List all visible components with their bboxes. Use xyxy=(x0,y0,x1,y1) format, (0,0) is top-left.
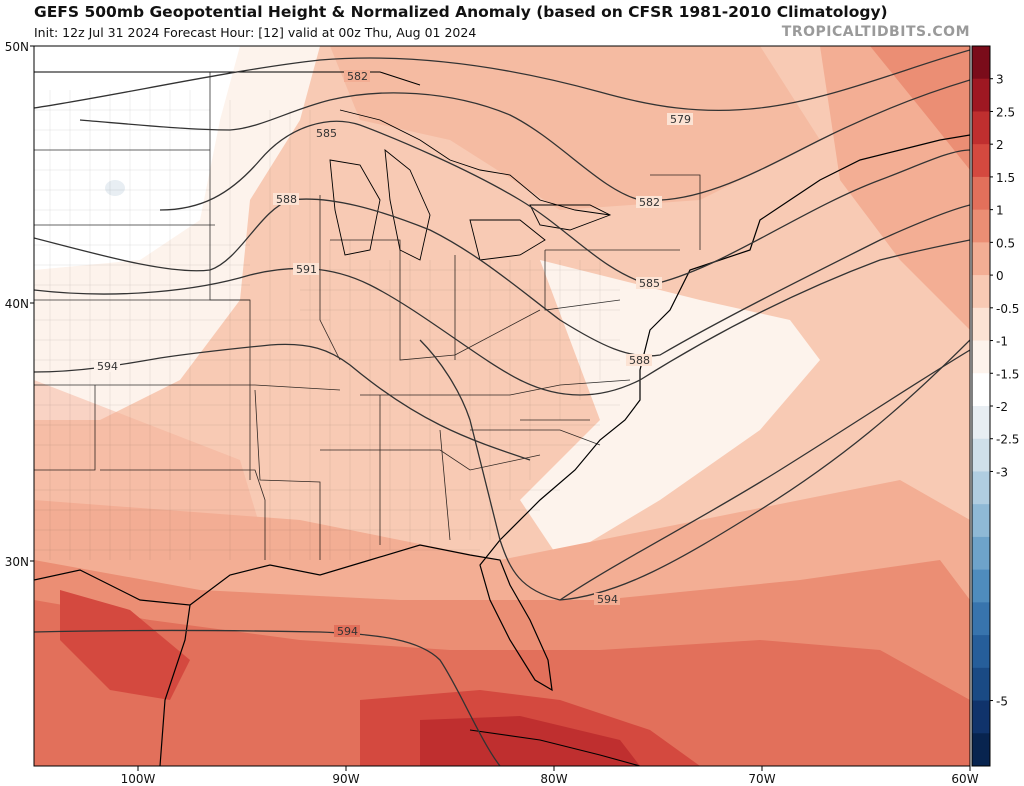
contour-label: 582 xyxy=(639,196,660,209)
lon-label-100w: 100W xyxy=(121,772,156,786)
colorbar-segment xyxy=(972,504,990,538)
colorbar-segment xyxy=(972,471,990,505)
height-contours xyxy=(34,49,970,766)
colorbar-segment xyxy=(972,700,990,734)
colorbar-segment xyxy=(972,144,990,178)
lon-label-70w: 70W xyxy=(748,772,775,786)
contour-label: 585 xyxy=(639,277,660,290)
contour-label: 591 xyxy=(296,263,317,276)
contour-labels: 582 579 585 588 591 582 585 594 588 594 … xyxy=(94,70,693,638)
colorbar-segment xyxy=(972,176,990,211)
colorbar-segment xyxy=(972,111,990,145)
contour-label: 594 xyxy=(597,593,618,606)
lon-label-90w: 90W xyxy=(332,772,359,786)
colorbar-segment xyxy=(972,242,990,276)
contour-label: 588 xyxy=(276,193,297,206)
map-field: 582 579 585 588 591 582 585 594 588 594 … xyxy=(34,46,970,766)
map-subtitle: Init: 12z Jul 31 2024 Forecast Hour: [12… xyxy=(34,25,477,40)
colorbar-tick-label: 2 xyxy=(996,138,1004,152)
colorbar-tick-label: 1 xyxy=(996,204,1004,218)
colorbar-segment xyxy=(972,340,990,374)
colorbar-segment xyxy=(972,536,990,571)
map-title: GEFS 500mb Geopotential Height & Normali… xyxy=(34,3,888,21)
colorbar-segment xyxy=(972,569,990,603)
longitude-labels: 100W 90W 80W 70W 60W xyxy=(121,766,979,786)
colorbar-segment xyxy=(972,46,990,80)
colorbar-segment xyxy=(972,209,990,243)
colorbar-tick-label: -5 xyxy=(996,695,1008,709)
contour-label: 594 xyxy=(97,360,118,373)
colorbar-segment xyxy=(972,78,990,112)
lat-label-40n: 40N xyxy=(5,297,29,311)
colorbar-tick-label: -0.5 xyxy=(996,302,1019,316)
contour-label: 582 xyxy=(347,70,368,83)
brand-watermark[interactable]: TROPICALTIDBITS.COM xyxy=(781,24,970,40)
contour-label: 579 xyxy=(670,113,691,126)
contour-label: 588 xyxy=(629,354,650,367)
colorbar-segment xyxy=(972,307,990,342)
colorbar-tick-label: 3 xyxy=(996,73,1004,87)
colorbar-tick-label: 1.5 xyxy=(996,171,1015,185)
contour-label: 594 xyxy=(337,625,358,638)
colorbar-tick-label: 0 xyxy=(996,269,1004,283)
colorbar-segment xyxy=(972,438,990,472)
colorbar-ticks: 3 2.5 2 1.5 1 0.5 0 -0.5 -1 -1.5 -2 -2.5 -3 -5 xyxy=(990,73,1019,709)
colorbar-tick-label: 2.5 xyxy=(996,105,1015,119)
colorbar-tick-label: -1 xyxy=(996,335,1008,349)
latitude-labels: 50N 40N 30N xyxy=(5,40,34,569)
colorbar-tick-label: 0.5 xyxy=(996,236,1015,250)
contour-label: 585 xyxy=(316,127,337,140)
colorbar xyxy=(971,45,991,767)
lon-label-80w: 80W xyxy=(540,772,567,786)
colorbar-segment xyxy=(972,635,990,669)
colorbar-segment xyxy=(972,733,990,767)
lat-label-30n: 30N xyxy=(5,555,29,569)
colorbar-tick-label: -3 xyxy=(996,465,1008,479)
lon-label-60w: 60W xyxy=(951,772,978,786)
map-frame xyxy=(33,45,971,767)
colorbar-segment xyxy=(972,602,990,636)
colorbar-tick-label: -1.5 xyxy=(996,367,1019,381)
lat-label-50n: 50N xyxy=(5,40,29,54)
colorbar-segment xyxy=(972,373,990,407)
colorbar-tick-label: -2 xyxy=(996,400,1008,414)
colorbar-segment xyxy=(972,275,990,309)
colorbar-segment xyxy=(972,667,990,702)
colorbar-tick-label: -2.5 xyxy=(996,433,1019,447)
colorbar-segment xyxy=(972,406,990,440)
